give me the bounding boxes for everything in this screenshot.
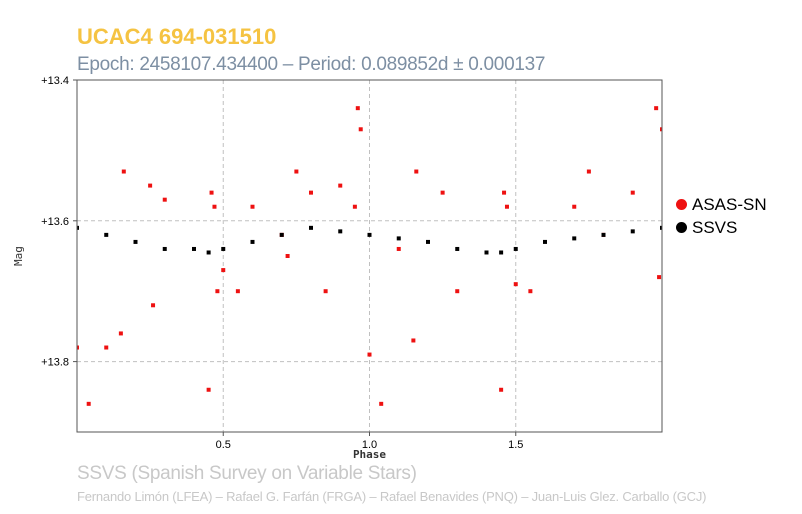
asas-sn-point	[572, 204, 577, 209]
ssvs-point	[572, 236, 577, 241]
asas-sn-point	[209, 190, 214, 195]
x-tick-label: 1.0	[362, 439, 377, 451]
asas-sn-point	[358, 127, 363, 132]
asas-sn-point	[379, 401, 384, 406]
legend-label-asas-sn: ASAS-SN	[692, 194, 767, 214]
ssvs-point	[221, 246, 226, 251]
ssvs-point	[133, 239, 138, 244]
ssvs-point	[499, 250, 504, 255]
ssvs-point	[104, 232, 109, 237]
ssvs-point	[543, 239, 547, 244]
asas-sn-point	[206, 387, 211, 392]
asas-sn-point	[513, 282, 518, 287]
chart-title: UCAC4 694-031510	[77, 24, 277, 49]
legend-label-ssvs: SSVS	[692, 217, 738, 237]
ssvs-point	[455, 246, 460, 251]
asas-sn-point	[499, 387, 504, 392]
footer-survey: SSVS (Spanish Survey on Variable Stars)	[77, 463, 417, 484]
asas-sn-point	[151, 303, 156, 308]
asas-sn-point	[660, 127, 662, 132]
footer-credits: Fernando Limón (LFEA) – Rafael G. Farfán…	[77, 489, 707, 504]
ssvs-point	[601, 232, 606, 237]
y-tick-label: +13.8	[41, 357, 69, 369]
y-tick-label: +13.4	[41, 75, 69, 87]
chart-subtitle: Epoch: 2458107.434400 – Period: 0.089852…	[77, 54, 546, 75]
asas-sn-point	[502, 190, 507, 195]
ssvs-point	[484, 250, 489, 255]
asas-sn-point	[148, 183, 153, 188]
legend-item-ssvs: SSVS	[676, 216, 767, 239]
asas-sn-point	[285, 254, 290, 258]
ssvs-point	[396, 236, 401, 241]
asas-sn-point	[309, 190, 313, 195]
asas-sn-point	[235, 289, 240, 294]
ssvs-point	[279, 232, 284, 237]
asas-sn-point	[338, 183, 343, 188]
asas-sn-point	[352, 204, 357, 209]
asas-sn-point	[414, 169, 419, 174]
ssvs-point	[367, 232, 372, 237]
legend-swatch-ssvs	[676, 222, 687, 233]
asas-sn-point	[455, 289, 460, 294]
asas-sn-point	[104, 345, 109, 350]
asas-sn-point	[411, 338, 416, 343]
ssvs-point	[630, 229, 635, 234]
plot-frame	[76, 79, 663, 433]
asas-sn-point	[367, 352, 372, 357]
ssvs-point	[250, 239, 255, 244]
x-tick-label: 1.5	[508, 439, 523, 451]
asas-sn-point	[630, 190, 635, 195]
legend-swatch-asas-sn	[676, 199, 687, 210]
ssvs-point	[77, 225, 79, 230]
asas-sn-point	[86, 401, 91, 406]
asas-sn-point	[657, 275, 662, 280]
asas-sn-point	[440, 190, 445, 195]
legend-item-asas-sn: ASAS-SN	[676, 193, 767, 216]
data-points	[77, 106, 662, 406]
asas-sn-point	[294, 169, 299, 174]
ssvs-point	[426, 239, 430, 244]
y-axis-label: Mag	[12, 246, 25, 266]
asas-sn-point	[162, 197, 167, 202]
ssvs-point	[206, 250, 211, 255]
y-tick-label: +13.6	[41, 216, 69, 228]
asas-sn-point	[323, 289, 328, 294]
asas-sn-point	[215, 289, 220, 294]
asas-sn-point	[504, 204, 509, 209]
chart-legend: ASAS-SN SSVS	[676, 193, 767, 239]
asas-sn-point	[355, 106, 360, 111]
asas-sn-point	[77, 345, 79, 350]
ssvs-point	[162, 246, 167, 251]
x-tick-label: 0.5	[216, 439, 231, 451]
x-axis-label: Phase	[353, 448, 386, 461]
asas-sn-point	[250, 204, 255, 209]
asas-sn-point	[528, 289, 533, 294]
ssvs-point	[338, 229, 343, 234]
asas-sn-point	[586, 169, 591, 174]
asas-sn-point	[396, 246, 401, 251]
asas-sn-point	[118, 331, 123, 336]
asas-sn-point	[212, 204, 217, 209]
asas-sn-point	[221, 268, 226, 273]
asas-sn-point	[654, 106, 659, 111]
ssvs-point	[513, 246, 518, 251]
ssvs-point	[192, 246, 196, 251]
ssvs-point	[660, 225, 662, 230]
asas-sn-point	[121, 169, 126, 174]
ssvs-point	[309, 225, 313, 230]
